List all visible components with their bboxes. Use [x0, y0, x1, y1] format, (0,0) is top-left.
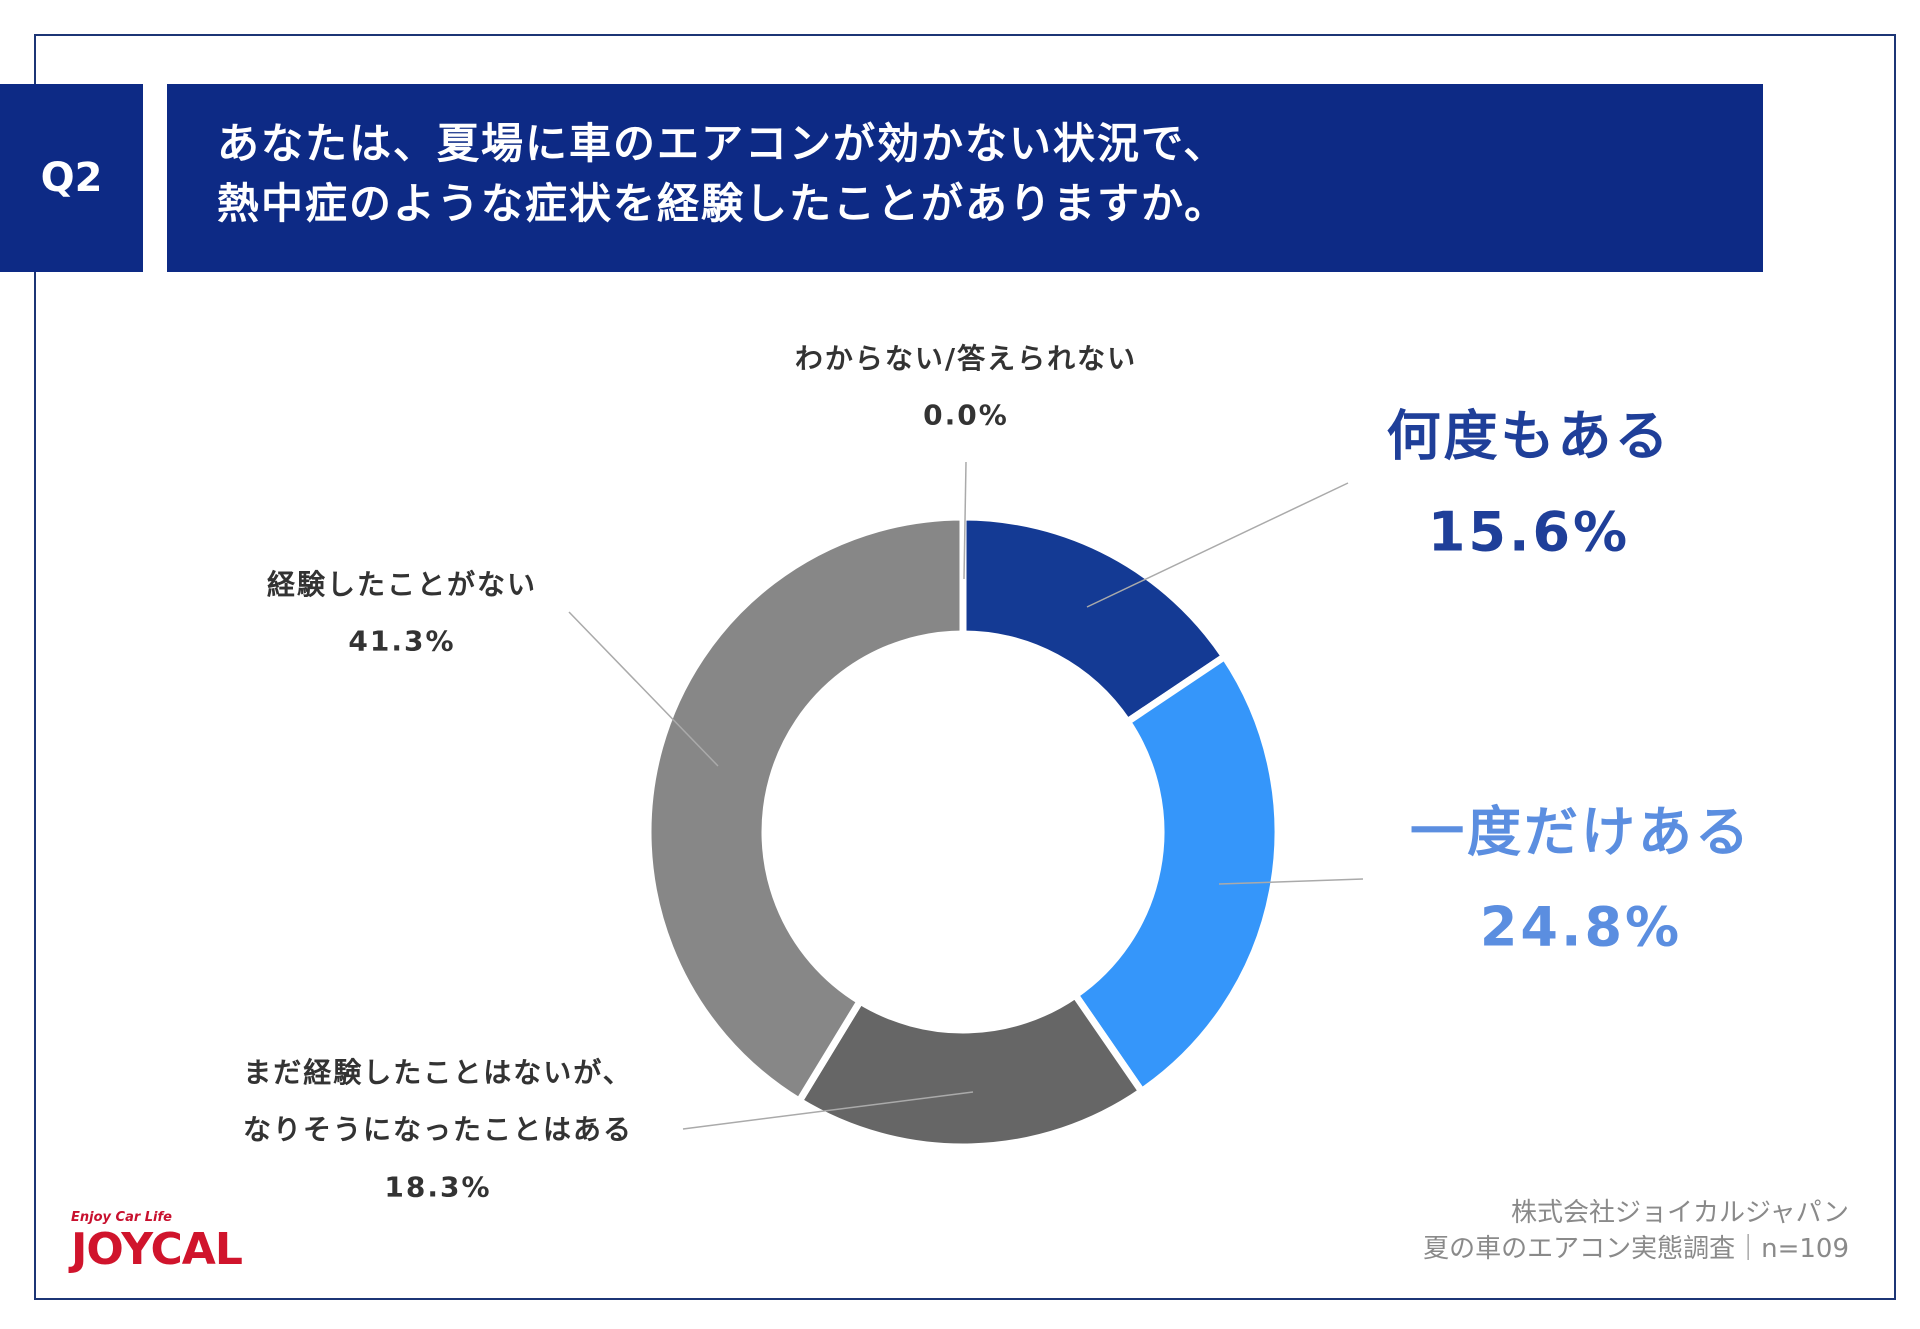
value-almost: 18.3% — [384, 1170, 492, 1204]
title-line-1: あなたは、夏場に車のエアコンが効かない状況で、 — [217, 119, 1228, 168]
slice-once — [1070, 651, 1282, 1097]
leader-unknown — [963, 461, 967, 580]
title-line-2: 熱中症のような症状を経験したことがありますか。 — [217, 179, 1229, 228]
joycal-logo: Enjoy Car Life JOYCAL — [71, 1210, 281, 1276]
logo-brand: JOYCAL — [71, 1224, 243, 1275]
value-once: 24.8% — [1479, 895, 1683, 959]
value-many-times: 15.6% — [1427, 500, 1631, 564]
leader-almost — [682, 1091, 974, 1130]
label-unknown: わからない/答えられない — [794, 342, 1138, 375]
leader-never — [568, 611, 719, 767]
label-many-times: 何度もある — [1386, 404, 1672, 468]
footer-survey: 夏の車のエアコン実態調査｜n=109 — [1423, 1234, 1849, 1264]
value-unknown: 0.0% — [923, 398, 1009, 432]
question-title: あなたは、夏場に車のエアコンが効かない状況で、 熱中症のような症状を経験したこと… — [167, 84, 1763, 272]
question-number: Q2 — [0, 84, 143, 272]
label-almost-line2: なりそうになったことはある — [242, 1113, 634, 1146]
label-never: 経験したことがない — [266, 568, 538, 601]
slice-almost — [794, 990, 1147, 1151]
footer-company: 株式会社ジョイカルジャパン — [1510, 1198, 1849, 1228]
leader-many-times — [1086, 482, 1349, 608]
label-almost-line1: まだ経験したことはないが、 — [243, 1056, 633, 1089]
leader-once — [1218, 878, 1364, 885]
chart-frame — [34, 34, 1896, 1300]
logo-tagline: Enjoy Car Life — [71, 1210, 172, 1225]
footer: 株式会社ジョイカルジャパン 夏の車のエアコン実態調査｜n=109 — [1423, 1195, 1849, 1267]
slice-never — [644, 513, 967, 1106]
value-never: 41.3% — [348, 624, 456, 658]
label-once: 一度だけある — [1410, 800, 1752, 864]
